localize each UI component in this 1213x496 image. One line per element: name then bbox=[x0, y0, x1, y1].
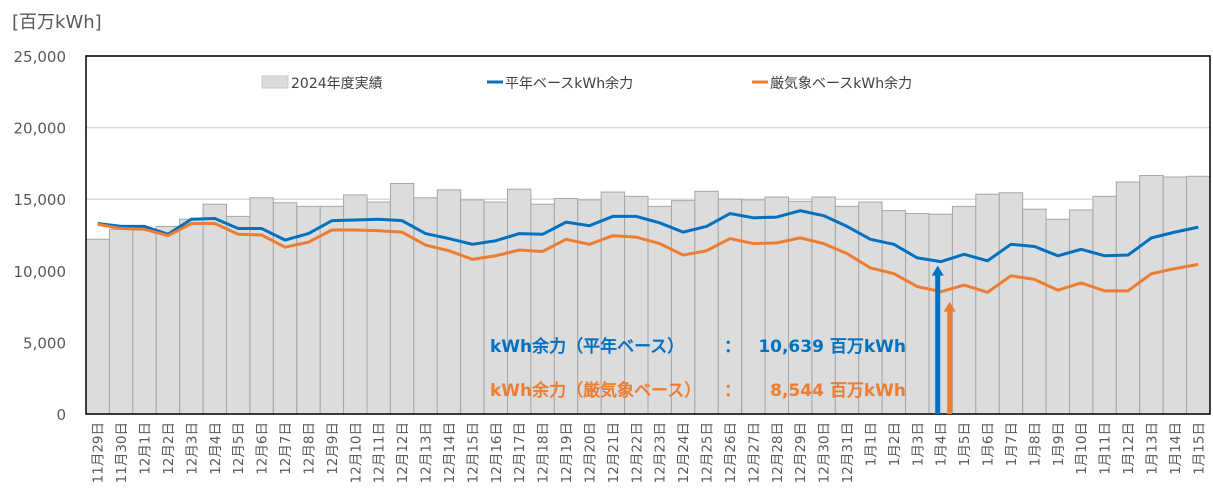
bar-12月9日 bbox=[319, 205, 345, 415]
x-tick-label: 12月21日 bbox=[606, 422, 622, 483]
legend-swatch-bar bbox=[261, 75, 289, 89]
x-tick-label: 12月11日 bbox=[372, 422, 388, 483]
bar-1月3日 bbox=[905, 213, 930, 415]
y-tick-label: 25,000 bbox=[14, 48, 67, 66]
bar-1月10日 bbox=[1069, 209, 1094, 415]
x-tick-label: 12月17日 bbox=[512, 422, 528, 483]
bar-11月29日 bbox=[85, 238, 110, 415]
bar-1月5日 bbox=[951, 205, 977, 415]
x-tick-label: 1月6日 bbox=[981, 422, 997, 466]
x-tick-label: 12月19日 bbox=[559, 422, 575, 483]
x-tick-label: 1月10日 bbox=[1074, 422, 1090, 475]
x-tick-label: 1月8日 bbox=[1027, 422, 1043, 466]
x-tick-label: 1月2日 bbox=[887, 422, 903, 466]
bar-1月7日 bbox=[998, 192, 1024, 415]
y-tick-label: 0 bbox=[56, 406, 66, 424]
x-tick-label: 12月9日 bbox=[325, 422, 341, 475]
x-tick-label: 12月27日 bbox=[746, 422, 762, 483]
x-tick-label: 1月7日 bbox=[1004, 422, 1020, 466]
x-tick-label: 12月5日 bbox=[231, 422, 247, 475]
bar-12月3日 bbox=[179, 218, 204, 415]
x-tick-label: 12月6日 bbox=[255, 422, 271, 475]
x-tick-label: 12月16日 bbox=[489, 422, 505, 483]
x-tick-label: 12月29日 bbox=[793, 422, 809, 483]
bar-1月8日 bbox=[1022, 208, 1047, 415]
annotation-separator: ： bbox=[724, 381, 741, 401]
bar-1月11日 bbox=[1092, 195, 1117, 415]
plot-area-border bbox=[85, 55, 1211, 415]
bar-12月1日 bbox=[132, 228, 157, 415]
x-tick-label: 12月8日 bbox=[301, 422, 317, 475]
bar-12月2日 bbox=[155, 225, 181, 415]
line-series-2 bbox=[97, 222, 1199, 294]
x-tick-label: 1月5日 bbox=[957, 422, 973, 466]
y-tick-label: 10,000 bbox=[14, 263, 67, 281]
x-tick-label: 12月10日 bbox=[348, 422, 364, 483]
x-tick-label: 11月29日 bbox=[91, 422, 107, 483]
annotation-value: 8,544 百万kWh bbox=[770, 381, 906, 401]
bar-12月15日 bbox=[460, 199, 485, 415]
x-tick-label: 12月18日 bbox=[536, 422, 552, 483]
x-tick-label: 12月20日 bbox=[582, 422, 598, 483]
x-tick-label: 12月28日 bbox=[770, 422, 786, 483]
bar-1月15日 bbox=[1186, 175, 1211, 415]
x-tick-label: 12月7日 bbox=[278, 422, 294, 475]
x-tick-label: 12月1日 bbox=[138, 422, 154, 475]
bar-1月14日 bbox=[1162, 176, 1188, 415]
annotation-value: 10,639 百万kWh bbox=[758, 337, 906, 357]
x-tick-label: 12月31日 bbox=[840, 422, 856, 483]
x-tick-label: 1月12日 bbox=[1121, 422, 1137, 475]
x-tick-label: 1月15日 bbox=[1191, 422, 1207, 475]
x-tick-label: 12月4日 bbox=[208, 422, 224, 475]
x-tick-label: 1月3日 bbox=[910, 422, 926, 466]
arrow-head-icon bbox=[943, 301, 956, 312]
x-tick-label: 12月2日 bbox=[161, 422, 177, 475]
legend-label: 厳気象ベースkWh余力 bbox=[770, 75, 912, 92]
bar-11月30日 bbox=[108, 228, 134, 415]
x-tick-label: 12月22日 bbox=[629, 422, 645, 483]
bar-12月27日 bbox=[741, 199, 766, 415]
annotation-label: kWh余力（平年ベース） bbox=[490, 336, 684, 357]
x-tick-label: 1月4日 bbox=[934, 422, 950, 466]
x-tick-label: 12月26日 bbox=[723, 422, 739, 483]
bar-12月4日 bbox=[202, 203, 227, 415]
x-tick-label: 12月24日 bbox=[676, 422, 692, 483]
x-tick-label: 1月13日 bbox=[1144, 422, 1160, 475]
y-tick-label: 15,000 bbox=[14, 191, 67, 209]
x-tick-label: 1月14日 bbox=[1168, 422, 1184, 475]
x-tick-label: 12月15日 bbox=[465, 422, 481, 483]
bar-12月5日 bbox=[226, 215, 251, 415]
bar-1月12日 bbox=[1115, 181, 1141, 415]
x-tick-label: 1月11日 bbox=[1098, 422, 1114, 475]
x-tick-label: 1月9日 bbox=[1051, 422, 1067, 466]
annotation-label: kWh余力（厳気象ベース） bbox=[490, 380, 701, 401]
x-tick-label: 12月14日 bbox=[442, 422, 458, 483]
bar-12月12日 bbox=[389, 182, 415, 415]
bar-1月13日 bbox=[1139, 175, 1164, 415]
annotation-separator: ： bbox=[724, 337, 741, 357]
legend-label: 平年ベースkWh余力 bbox=[505, 75, 633, 92]
bar-12月10日 bbox=[343, 194, 368, 415]
line-series-1 bbox=[97, 209, 1199, 264]
arrow-head-icon bbox=[931, 265, 944, 276]
x-tick-label: 12月12日 bbox=[395, 422, 411, 483]
legend-label: 2024年度実績 bbox=[291, 76, 383, 92]
x-tick-label: 1月1日 bbox=[863, 422, 879, 466]
x-tick-label: 12月30日 bbox=[817, 422, 833, 483]
bar-12月14日 bbox=[436, 189, 462, 415]
bar-1月9日 bbox=[1045, 218, 1071, 415]
x-tick-label: 12月13日 bbox=[419, 422, 435, 483]
bar-12月11日 bbox=[366, 201, 391, 415]
x-tick-label: 12月3日 bbox=[184, 422, 200, 475]
y-tick-label: 20,000 bbox=[14, 120, 67, 138]
x-tick-label: 12月23日 bbox=[653, 422, 669, 483]
x-tick-label: 12月25日 bbox=[700, 422, 716, 483]
y-axis-unit-label: [百万kWh] bbox=[12, 12, 102, 33]
y-tick-label: 5,000 bbox=[23, 334, 66, 352]
bar-1月6日 bbox=[975, 193, 1000, 415]
x-tick-label: 11月30日 bbox=[114, 422, 130, 483]
